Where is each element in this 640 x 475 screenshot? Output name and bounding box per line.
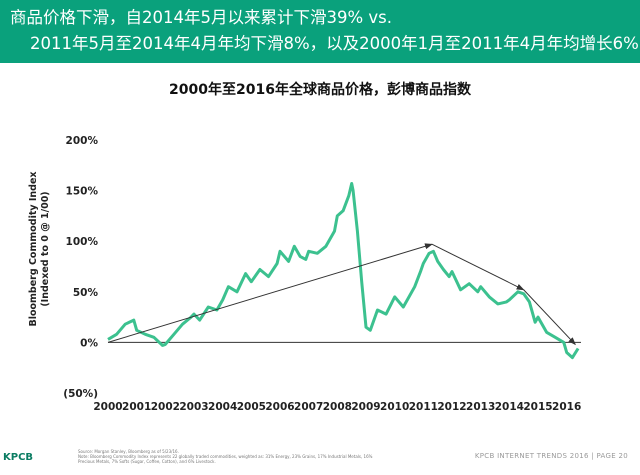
x-tick-label: 2013 <box>466 401 495 413</box>
y-tick-label: 0% <box>80 337 98 349</box>
y-axis-title-line-2: (Indexed to 0 @ 1/00) <box>40 191 51 306</box>
y-axis-title: Bloomberg Commodity Index (Indexed to 0 … <box>28 171 51 326</box>
x-tick-label: 2007 <box>294 401 323 413</box>
y-axis-title-line-1: Bloomberg Commodity Index <box>28 171 39 326</box>
page-footer: KPCB INTERNET TRENDS 2016 | PAGE 20 <box>474 452 628 460</box>
source-line: Source: Morgan Stanley, Bloomberg as of … <box>78 449 179 454</box>
source-note: Source: Morgan Stanley, Bloomberg as of … <box>78 449 378 464</box>
title-banner: 商品价格下滑，自2014年5月以来累计下滑39% vs. 2011年5月至201… <box>0 0 640 63</box>
chart-title: 2000年至2016年全球商品价格，彭博商品指数 <box>169 82 471 98</box>
x-tick-label: 2012 <box>437 401 466 413</box>
x-tick-label: 2000 <box>93 401 122 413</box>
x-tick-label: 2010 <box>380 401 409 413</box>
trend-arrow <box>107 243 433 343</box>
x-tick-label: 2015 <box>523 401 552 413</box>
headline-line-1: 商品价格下滑，自2014年5月以来累计下滑39% vs. <box>10 8 393 27</box>
x-tick-label: 2009 <box>351 401 380 413</box>
trend-arrows <box>107 243 576 346</box>
y-axis-ticks: 200% 150% 100% 50% 0% (50%) <box>63 135 98 400</box>
x-tick-label: 2005 <box>237 401 266 413</box>
trend-arrow <box>523 289 576 346</box>
x-tick-label: 2001 <box>122 401 151 413</box>
y-tick-label: (50%) <box>63 388 98 400</box>
headline-line-2: 2011年5月至2014年4月年均下滑8%，以及2000年1月至2011年4月年… <box>30 34 639 53</box>
x-tick-label: 2004 <box>208 401 237 413</box>
x-tick-label: 2006 <box>265 401 294 413</box>
x-axis-ticks: 2000 2001 2002 2003 2004 2005 2006 2007 2008 2009… <box>93 401 581 413</box>
y-tick-label: 50% <box>73 287 99 299</box>
x-tick-label: 2011 <box>409 401 438 413</box>
x-tick-label: 2008 <box>323 401 352 413</box>
x-tick-label: 2003 <box>179 401 208 413</box>
y-tick-label: 200% <box>66 135 99 147</box>
y-tick-label: 150% <box>66 186 99 198</box>
commodity-line-chart: Bloomberg Commodity Index (Indexed to 0 … <box>28 135 581 413</box>
kpcb-logo: KPCB <box>3 452 34 463</box>
x-tick-label: 2002 <box>151 401 180 413</box>
x-tick-label: 2016 <box>552 401 581 413</box>
note-line: Note: Bloomberg Commodity Index represen… <box>78 454 373 464</box>
y-tick-label: 100% <box>66 236 99 248</box>
x-tick-label: 2014 <box>495 401 524 413</box>
series-line-bloomberg-index <box>107 182 580 360</box>
trend-arrow <box>431 243 525 291</box>
